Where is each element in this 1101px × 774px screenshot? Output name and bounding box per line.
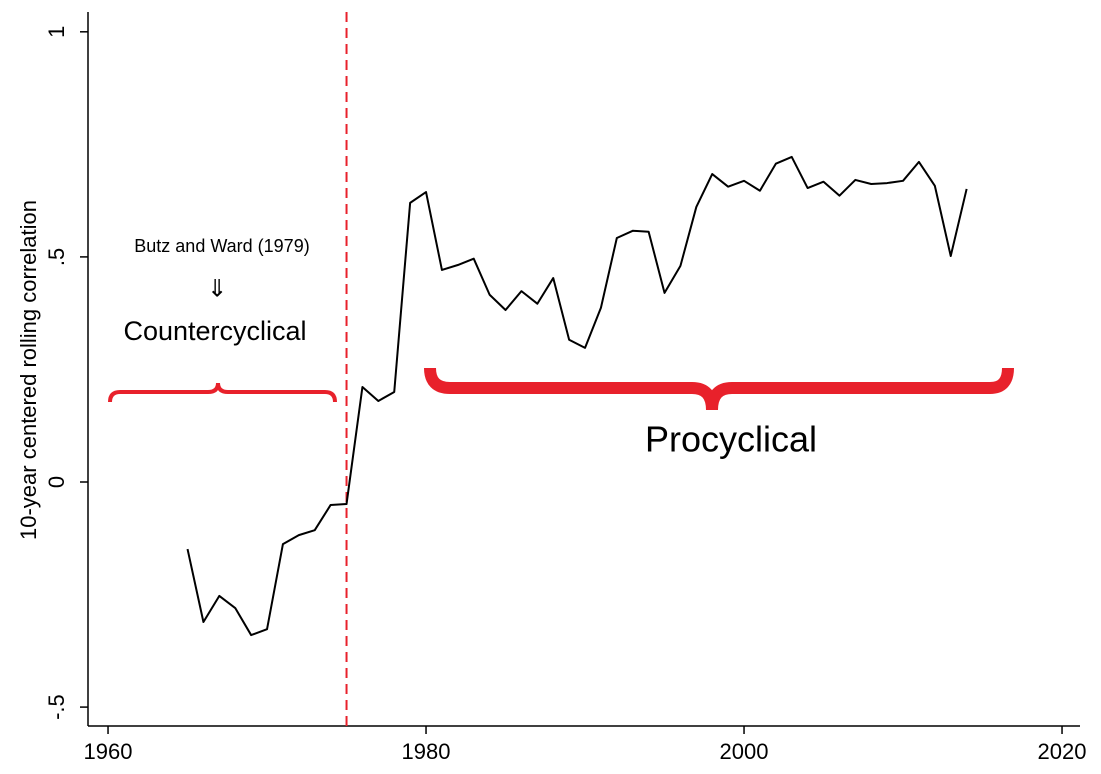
line-series (186, 155, 968, 637)
annotation: Procyclical (645, 419, 817, 460)
x-tick-label: 2000 (720, 739, 769, 764)
annotation: Butz and Ward (1979) (134, 236, 309, 256)
y-tick-label: 0 (44, 476, 69, 488)
y-tick-label: .5 (44, 248, 69, 266)
brace (108, 382, 337, 403)
annotation-arrow: ⇓ (207, 275, 227, 302)
x-tick-label: 2020 (1038, 739, 1087, 764)
annotation: Countercyclical (123, 316, 306, 346)
y-tick-label: -.5 (44, 694, 69, 720)
y-axis-label: 10-year centered rolling correlation (16, 200, 41, 540)
brace (424, 367, 1014, 411)
x-tick-label: 1980 (402, 739, 451, 764)
y-tick-label: 1 (44, 26, 69, 38)
x-tick-label: 1960 (84, 739, 133, 764)
